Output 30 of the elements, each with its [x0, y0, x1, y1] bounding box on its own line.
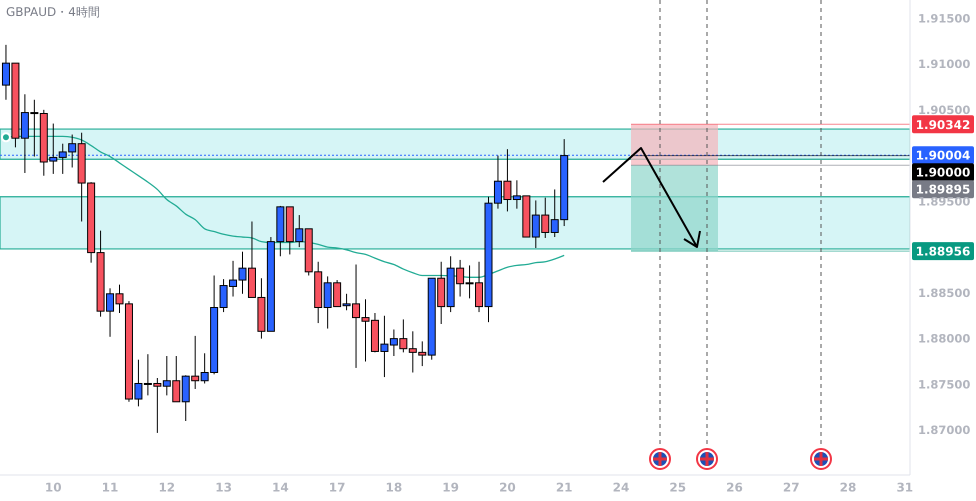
ref-line-label: 1.90342 [916, 118, 970, 132]
y-tick-label: 1.91500 [918, 11, 970, 26]
x-tick-label: 20 [499, 480, 516, 495]
x-tick-label: 25 [669, 480, 686, 495]
y-tick-label: 1.87500 [918, 377, 970, 392]
x-tick-label: 21 [556, 480, 573, 495]
ref-line-label: 1.90004 [916, 148, 970, 163]
x-tick-label: 10 [44, 480, 62, 495]
y-tick-label: 1.91000 [918, 57, 970, 72]
x-tick-label: 17 [328, 480, 346, 495]
x-tick-label: 11 [102, 480, 118, 495]
y-tick-label: 1.88500 [918, 286, 970, 300]
x-tick-label: 12 [158, 480, 176, 495]
x-tick-label: 28 [840, 480, 856, 495]
x-tick-label: 18 [386, 480, 402, 495]
y-tick-label: 1.88000 [918, 332, 970, 346]
x-tick-label: 19 [442, 480, 459, 495]
y-tick-label: 1.90500 [918, 102, 970, 117]
x-tick-label: 13 [215, 480, 232, 495]
y-tick-label: 1.89500 [918, 194, 970, 208]
x-tick-label: 26 [726, 480, 743, 495]
x-tick-label: 27 [782, 480, 800, 495]
x-tick-label: 24 [612, 480, 630, 495]
x-tick-label: 31 [896, 480, 914, 495]
ref-line-label: 1.89895 [916, 182, 970, 197]
x-tick-label: 14 [272, 480, 289, 495]
chart-title: GBPAUD・4時間 [6, 4, 100, 21]
ref-line-label: 1.88956 [916, 244, 970, 259]
y-tick-label: 1.87000 [918, 423, 970, 438]
ref-line-label: 1.90000 [916, 166, 970, 180]
